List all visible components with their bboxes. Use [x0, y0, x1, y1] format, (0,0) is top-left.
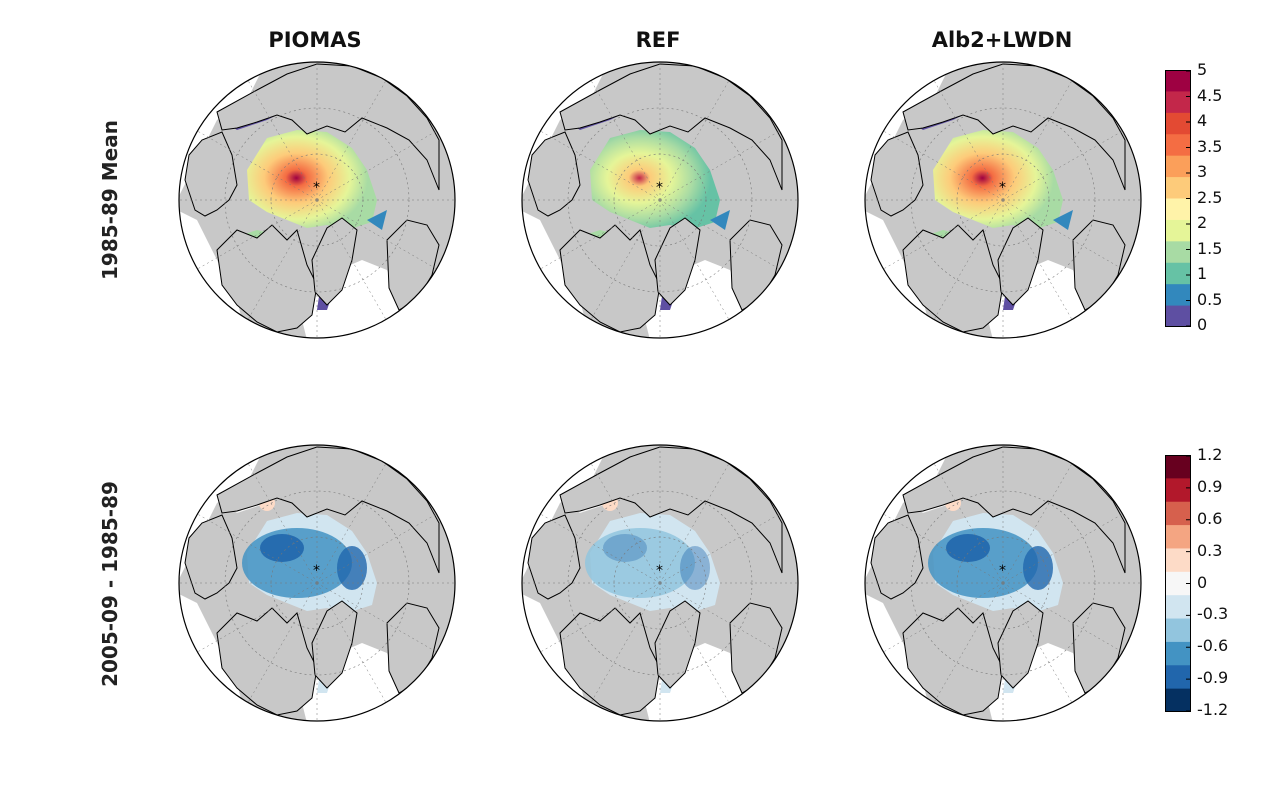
colorbar-difference-tick-label: 0: [1197, 572, 1208, 592]
column-title-alb2-lwdn: Alb2+LWDN: [931, 28, 1073, 52]
svg-text:*: *: [999, 563, 1006, 579]
row-title-difference: 2005-09 - 1985-89: [98, 481, 122, 687]
svg-text:*: *: [999, 180, 1006, 196]
colorbar-difference: [1165, 455, 1191, 712]
colorbar-difference-tick-label: 0.3: [1197, 540, 1223, 560]
colorbar-thickness-tick-label: 3.5: [1197, 136, 1223, 156]
colorbar-thickness: [1165, 70, 1191, 327]
svg-text:*: *: [656, 180, 663, 196]
colorbar-difference-tick-label: -0.9: [1197, 668, 1229, 688]
colorbar-thickness-tick-label: 4: [1197, 111, 1208, 130]
map-ref-diff: *: [521, 444, 799, 722]
row-title-mean: 1985-89 Mean: [98, 120, 122, 280]
map-alb2-lwdn-mean: *: [864, 61, 1142, 339]
svg-text:*: *: [313, 180, 320, 196]
colorbar-thickness-tick-label: 4.5: [1197, 85, 1223, 105]
colorbar-thickness-tick-label: 2.5: [1197, 187, 1223, 207]
svg-text:*: *: [313, 563, 320, 579]
colorbar-thickness-tick-label: 5: [1197, 60, 1208, 79]
colorbar-difference-tick-label: 0.6: [1197, 508, 1223, 528]
map-piomas-mean: *: [178, 61, 456, 339]
column-title-piomas: PIOMAS: [268, 28, 362, 52]
colorbar-thickness-tick-label: 1: [1197, 264, 1208, 283]
map-piomas-diff: *: [178, 444, 456, 722]
colorbar-thickness-tick-label: 0.5: [1197, 289, 1223, 309]
map-ref-mean: *: [521, 61, 799, 339]
colorbar-difference-tick-label: 1.2: [1197, 445, 1223, 464]
svg-text:*: *: [656, 563, 663, 579]
colorbar-difference-tick-label: -1.2: [1197, 700, 1229, 719]
colorbar-difference-tick-label: -0.6: [1197, 636, 1229, 656]
map-alb2-lwdn-diff: *: [864, 444, 1142, 722]
colorbar-thickness-tick-label: 0: [1197, 315, 1208, 334]
colorbar-thickness-tick-label: 2: [1197, 213, 1208, 232]
colorbar-thickness-tick-label: 3: [1197, 162, 1208, 181]
colorbar-difference-tick-label: -0.3: [1197, 604, 1229, 624]
column-title-ref: REF: [635, 28, 681, 52]
colorbar-thickness-tick-label: 1.5: [1197, 238, 1223, 258]
colorbar-difference-tick-label: 0.9: [1197, 476, 1223, 496]
